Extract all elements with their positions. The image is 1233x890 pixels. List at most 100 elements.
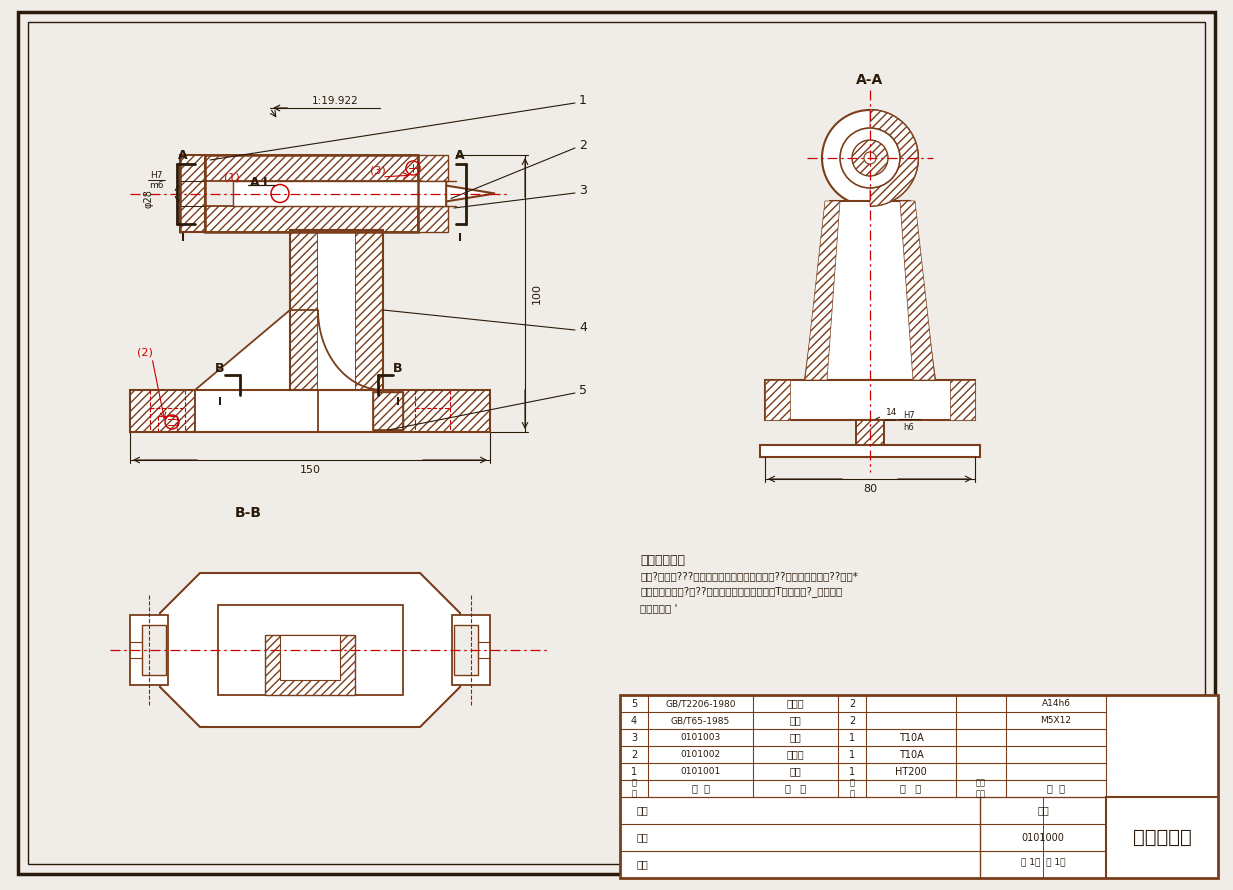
Bar <box>195 390 375 432</box>
Text: 1: 1 <box>850 749 854 759</box>
Text: 序
号: 序 号 <box>631 779 636 798</box>
Text: 名   称: 名 称 <box>785 783 806 794</box>
Text: 审核: 审核 <box>636 860 647 870</box>
Text: I: I <box>218 397 222 407</box>
Text: 1: 1 <box>850 732 854 742</box>
Polygon shape <box>900 201 935 380</box>
Text: 一、工作原理: 一、工作原理 <box>640 554 686 567</box>
Bar <box>620 695 1218 878</box>
Text: 150: 150 <box>300 465 321 475</box>
Bar <box>290 230 318 390</box>
Bar <box>129 615 168 685</box>
Bar <box>454 625 478 675</box>
Text: 0101001: 0101001 <box>681 767 720 776</box>
Text: 螺钉: 螺钉 <box>789 716 801 725</box>
Text: A: A <box>455 149 465 162</box>
Text: 数
量: 数 量 <box>850 779 854 798</box>
Bar <box>265 635 355 695</box>
Polygon shape <box>805 201 840 380</box>
Bar <box>318 230 355 390</box>
Bar <box>764 380 975 420</box>
Bar <box>280 635 340 680</box>
Bar <box>764 380 790 420</box>
Text: (1): (1) <box>224 172 240 182</box>
Bar <box>949 380 975 420</box>
Text: 4: 4 <box>631 716 637 725</box>
Text: H7: H7 <box>903 410 915 419</box>
Bar <box>856 420 884 445</box>
Text: HT200: HT200 <box>895 766 927 776</box>
Text: I: I <box>457 232 462 242</box>
Polygon shape <box>870 110 919 206</box>
Text: m6: m6 <box>149 181 163 190</box>
Bar <box>418 155 448 181</box>
Text: 顶尖套: 顶尖套 <box>787 749 804 759</box>
Text: φ28: φ28 <box>143 189 153 208</box>
Text: M5X12: M5X12 <box>1041 716 1071 725</box>
Text: (3): (3) <box>370 165 386 175</box>
Text: 5: 5 <box>631 699 637 708</box>
Bar <box>129 390 490 432</box>
Text: 3: 3 <box>580 183 587 197</box>
Text: H7: H7 <box>149 171 163 180</box>
Circle shape <box>840 128 900 188</box>
Text: 2: 2 <box>848 699 856 708</box>
Text: 14: 14 <box>887 408 898 417</box>
Text: 3: 3 <box>631 732 637 742</box>
Polygon shape <box>160 573 460 727</box>
Text: T10A: T10A <box>899 732 924 742</box>
Text: GB/T65-1985: GB/T65-1985 <box>671 716 730 725</box>
Text: 他夹紧固定 ': 他夹紧固定 ' <box>640 603 677 613</box>
Text: A14h6: A14h6 <box>1042 699 1070 708</box>
Bar <box>142 625 166 675</box>
Circle shape <box>864 152 875 164</box>
Text: 材   料: 材 料 <box>900 783 921 794</box>
Bar <box>355 230 383 390</box>
Text: 定位键: 定位键 <box>787 699 804 708</box>
Bar <box>375 390 490 432</box>
Text: h6: h6 <box>904 423 915 432</box>
Text: 共 1？  第 1？: 共 1？ 第 1？ <box>1021 857 1065 866</box>
Text: 2: 2 <box>580 139 587 151</box>
Text: 固定?尖座是???测中的一个通用部件，它与活??尖座共同支承被??工作*: 固定?尖座是???测中的一个通用部件，它与活??尖座共同支承被??工作* <box>640 571 858 581</box>
Text: 单位
重量: 单位 重量 <box>977 779 986 798</box>
Text: 固定顶尖座: 固定顶尖座 <box>1133 828 1191 847</box>
Polygon shape <box>195 310 318 432</box>
Bar <box>205 155 418 181</box>
Text: 1: 1 <box>631 766 637 776</box>
Text: 各  注: 各 注 <box>1047 783 1065 794</box>
Text: 顶尖: 顶尖 <box>789 732 801 742</box>
Bar <box>760 445 980 457</box>
Text: 80: 80 <box>863 484 877 494</box>
Text: B-B: B-B <box>234 506 261 520</box>
Text: 置个部件由定位?与??工作台定位，靠工作台上T形槽与眼?_种未画出: 置个部件由定位?与??工作台定位，靠工作台上T形槽与眼?_种未画出 <box>640 587 842 597</box>
Bar <box>233 181 446 206</box>
Bar <box>233 181 418 206</box>
Text: A: A <box>179 149 187 162</box>
Circle shape <box>822 110 919 206</box>
Text: (2): (2) <box>137 347 153 357</box>
Text: 0101002: 0101002 <box>681 750 720 759</box>
Text: 0101003: 0101003 <box>681 733 720 742</box>
Text: GB/T2206-1980: GB/T2206-1980 <box>666 699 736 708</box>
Text: I: I <box>181 232 185 242</box>
Text: 2: 2 <box>848 716 856 725</box>
Bar <box>418 206 448 232</box>
Text: 设计: 设计 <box>636 805 647 815</box>
Text: B: B <box>393 361 403 375</box>
Text: 4: 4 <box>580 320 587 334</box>
Text: 0101000: 0101000 <box>1022 832 1064 843</box>
Bar <box>374 392 403 430</box>
Bar <box>218 605 403 695</box>
Text: 代  号: 代 号 <box>692 783 709 794</box>
Bar <box>856 420 884 445</box>
Bar <box>290 230 383 390</box>
Polygon shape <box>418 181 494 206</box>
Bar <box>374 392 403 430</box>
Bar <box>453 615 490 685</box>
Bar <box>205 206 418 232</box>
Bar <box>129 390 195 432</box>
Bar <box>205 155 418 232</box>
Text: 5: 5 <box>580 384 587 397</box>
Text: A-A: A-A <box>857 73 884 87</box>
